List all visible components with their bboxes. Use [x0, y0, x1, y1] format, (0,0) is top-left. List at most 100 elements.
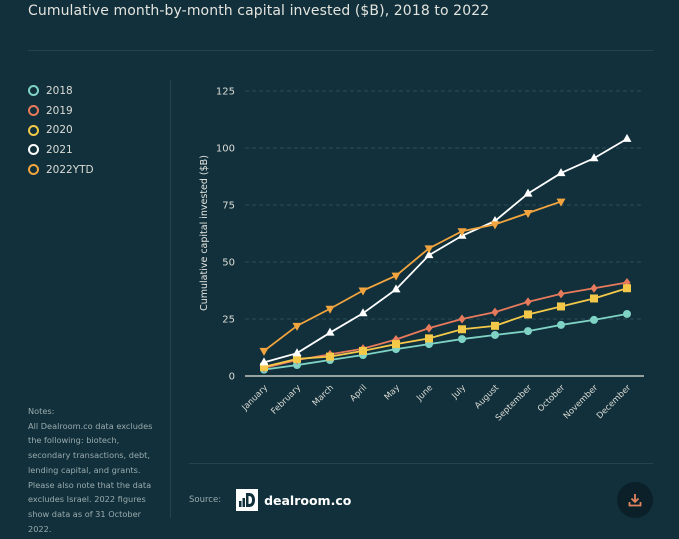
data-point[interactable]	[293, 361, 301, 370]
legend-label: 2019	[46, 104, 73, 117]
data-point[interactable]	[557, 289, 565, 299]
data-point[interactable]	[358, 308, 368, 317]
legend-label: 2022YTD	[46, 163, 94, 176]
y-axis-label: Cumulative capital invested ($B)	[199, 155, 210, 311]
x-tick-label: December	[595, 383, 634, 422]
data-point[interactable]	[293, 354, 301, 363]
data-point[interactable]	[589, 153, 599, 162]
series-2020	[260, 284, 631, 371]
legend-label: 2020	[46, 124, 73, 137]
y-tick-label: 0	[229, 372, 235, 383]
footer-divider	[189, 463, 653, 464]
source: Source: dealroom.co	[189, 489, 351, 511]
data-point[interactable]	[623, 309, 631, 318]
data-point[interactable]	[623, 284, 631, 293]
legend-item-2020[interactable]: 2020	[28, 120, 94, 140]
data-point[interactable]	[458, 325, 466, 334]
legend-item-2021[interactable]: 2021	[28, 140, 94, 160]
data-point[interactable]	[292, 322, 302, 331]
legend-marker-icon	[28, 85, 39, 97]
legend-marker-icon	[28, 124, 39, 136]
data-point[interactable]	[491, 321, 499, 330]
legend-label: 2021	[46, 143, 73, 156]
data-point[interactable]	[424, 250, 434, 259]
data-point[interactable]	[392, 340, 400, 349]
y-tick-label: 125	[216, 87, 235, 98]
data-point[interactable]	[424, 245, 434, 254]
data-point[interactable]	[260, 362, 268, 371]
data-point[interactable]	[491, 330, 499, 339]
series-line	[263, 287, 628, 368]
x-tick-label: April	[348, 383, 369, 404]
series-2021	[259, 133, 632, 366]
data-point[interactable]	[524, 327, 532, 336]
series-line	[263, 313, 628, 371]
dealroom-logo-icon[interactable]	[236, 489, 259, 511]
data-point[interactable]	[524, 310, 532, 319]
data-point[interactable]	[523, 209, 533, 218]
data-point[interactable]	[259, 347, 269, 356]
data-point[interactable]	[259, 357, 269, 366]
series-line	[263, 200, 562, 352]
series-line	[263, 281, 628, 369]
source-label: Source:	[189, 495, 222, 505]
data-point[interactable]	[457, 228, 467, 237]
x-tick-label: November	[562, 383, 601, 422]
data-point[interactable]	[557, 320, 565, 329]
x-tick-label: June	[414, 383, 435, 404]
data-point[interactable]	[358, 287, 368, 296]
series-line	[263, 138, 628, 364]
data-point[interactable]	[425, 334, 433, 343]
y-tick-label: 100	[216, 144, 235, 155]
y-tick-label: 25	[222, 315, 235, 326]
legend-label: 2018	[46, 84, 73, 97]
x-tick-label: October	[536, 383, 567, 414]
data-point[interactable]	[359, 346, 367, 355]
data-point[interactable]	[556, 168, 566, 177]
data-point[interactable]	[325, 305, 335, 314]
data-point[interactable]	[557, 302, 565, 311]
data-point[interactable]	[391, 284, 401, 293]
notes-body: All Dealroom.co data excludes the follow…	[28, 420, 153, 534]
data-point[interactable]	[524, 297, 532, 307]
data-point[interactable]	[391, 272, 401, 281]
legend-item-2018[interactable]: 2018	[28, 81, 94, 101]
legend: 2018 2019 2020 2021 2022YTD	[28, 81, 94, 179]
data-point[interactable]	[490, 221, 500, 230]
data-point[interactable]	[458, 335, 466, 344]
data-point[interactable]	[425, 323, 433, 333]
x-tick-label: January	[240, 383, 271, 414]
x-tick-label: February	[269, 383, 303, 417]
legend-item-2022ytd[interactable]: 2022YTD	[28, 160, 94, 180]
legend-marker-icon	[28, 144, 39, 156]
download-button[interactable]	[617, 482, 653, 518]
source-name[interactable]: dealroom.co	[264, 492, 352, 508]
sidebar-divider	[170, 80, 171, 518]
y-tick-label: 50	[222, 258, 235, 269]
chart-title: Cumulative month-by-month capital invest…	[28, 3, 490, 19]
data-point[interactable]	[590, 315, 598, 324]
x-tick-label: May	[383, 383, 403, 403]
notes: Notes: All Dealroom.co data excludes the…	[28, 404, 163, 536]
x-tick-label: March	[311, 383, 336, 408]
data-point[interactable]	[491, 307, 499, 317]
legend-marker-icon	[28, 164, 39, 176]
download-icon	[628, 494, 642, 507]
data-point[interactable]	[622, 133, 632, 142]
data-point[interactable]	[590, 294, 598, 303]
x-tick-label: July	[450, 383, 469, 402]
header-divider	[28, 50, 653, 51]
data-point[interactable]	[326, 352, 334, 361]
x-tick-label: September	[494, 383, 535, 424]
legend-marker-icon	[28, 105, 39, 117]
legend-item-2019[interactable]: 2019	[28, 101, 94, 121]
data-point[interactable]	[292, 348, 302, 357]
data-point[interactable]	[325, 327, 335, 336]
data-point[interactable]	[523, 188, 533, 197]
x-tick-label: August	[473, 383, 502, 412]
data-point[interactable]	[556, 198, 566, 207]
data-point[interactable]	[458, 314, 466, 324]
data-point[interactable]	[590, 283, 598, 293]
series-2022ytd	[259, 198, 566, 356]
